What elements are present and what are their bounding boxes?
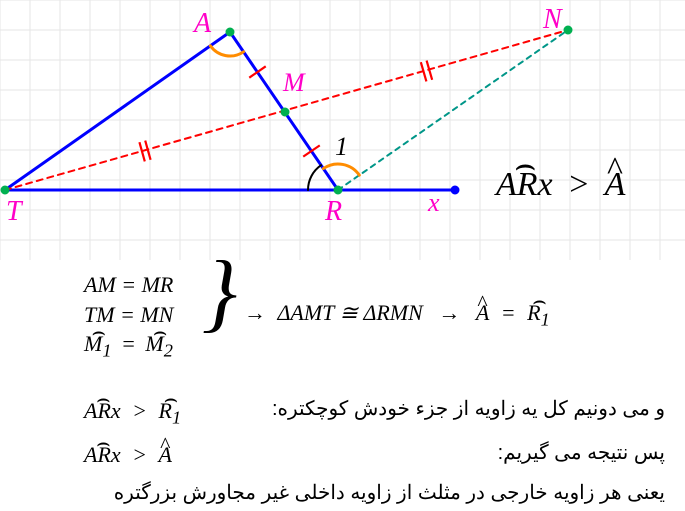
point-label-X: x (428, 188, 440, 218)
diagram-svg (0, 0, 685, 260)
point-label-N: N (543, 4, 562, 36)
fa-conclusion: پس نتیجه می گیریم: (235, 440, 665, 465)
inequality-ARx-A: ARx > A (84, 442, 172, 468)
inequality-ARx-R1: ARx > R1 (84, 398, 181, 428)
brace: } (202, 242, 237, 343)
figure-root: { "diagram": { "type": "geometry-diagram… (0, 0, 685, 511)
ARx-arc: ARx (496, 166, 553, 204)
fa-theorem: یعنی هر زاویه خارجی در مثلث از زاویه داخ… (5, 480, 665, 505)
A-hat: A (605, 166, 626, 204)
point-label-one: 1 (335, 132, 348, 162)
point-label-M: M (283, 68, 305, 98)
exterior-angle-inequality: ARx > A (496, 166, 625, 204)
eq-AM-MR: AM = MR (84, 270, 664, 300)
point-label-A: A (194, 8, 211, 40)
congruence-conditions: AM = MR TM = MN M1 = M2 } → ΔAMT ≅ ΔRMN … (84, 270, 664, 364)
fa-part-whole: و می دونیم کل یه زاویه از جزء خودش کوچکت… (235, 396, 665, 421)
eq-M1-M2: M1 = M2 (84, 329, 664, 363)
point-label-R: R (325, 196, 342, 228)
point-label-T: T (6, 196, 22, 228)
congruence-result: → ΔAMT ≅ ΔRMN → A = R1 (244, 300, 550, 330)
